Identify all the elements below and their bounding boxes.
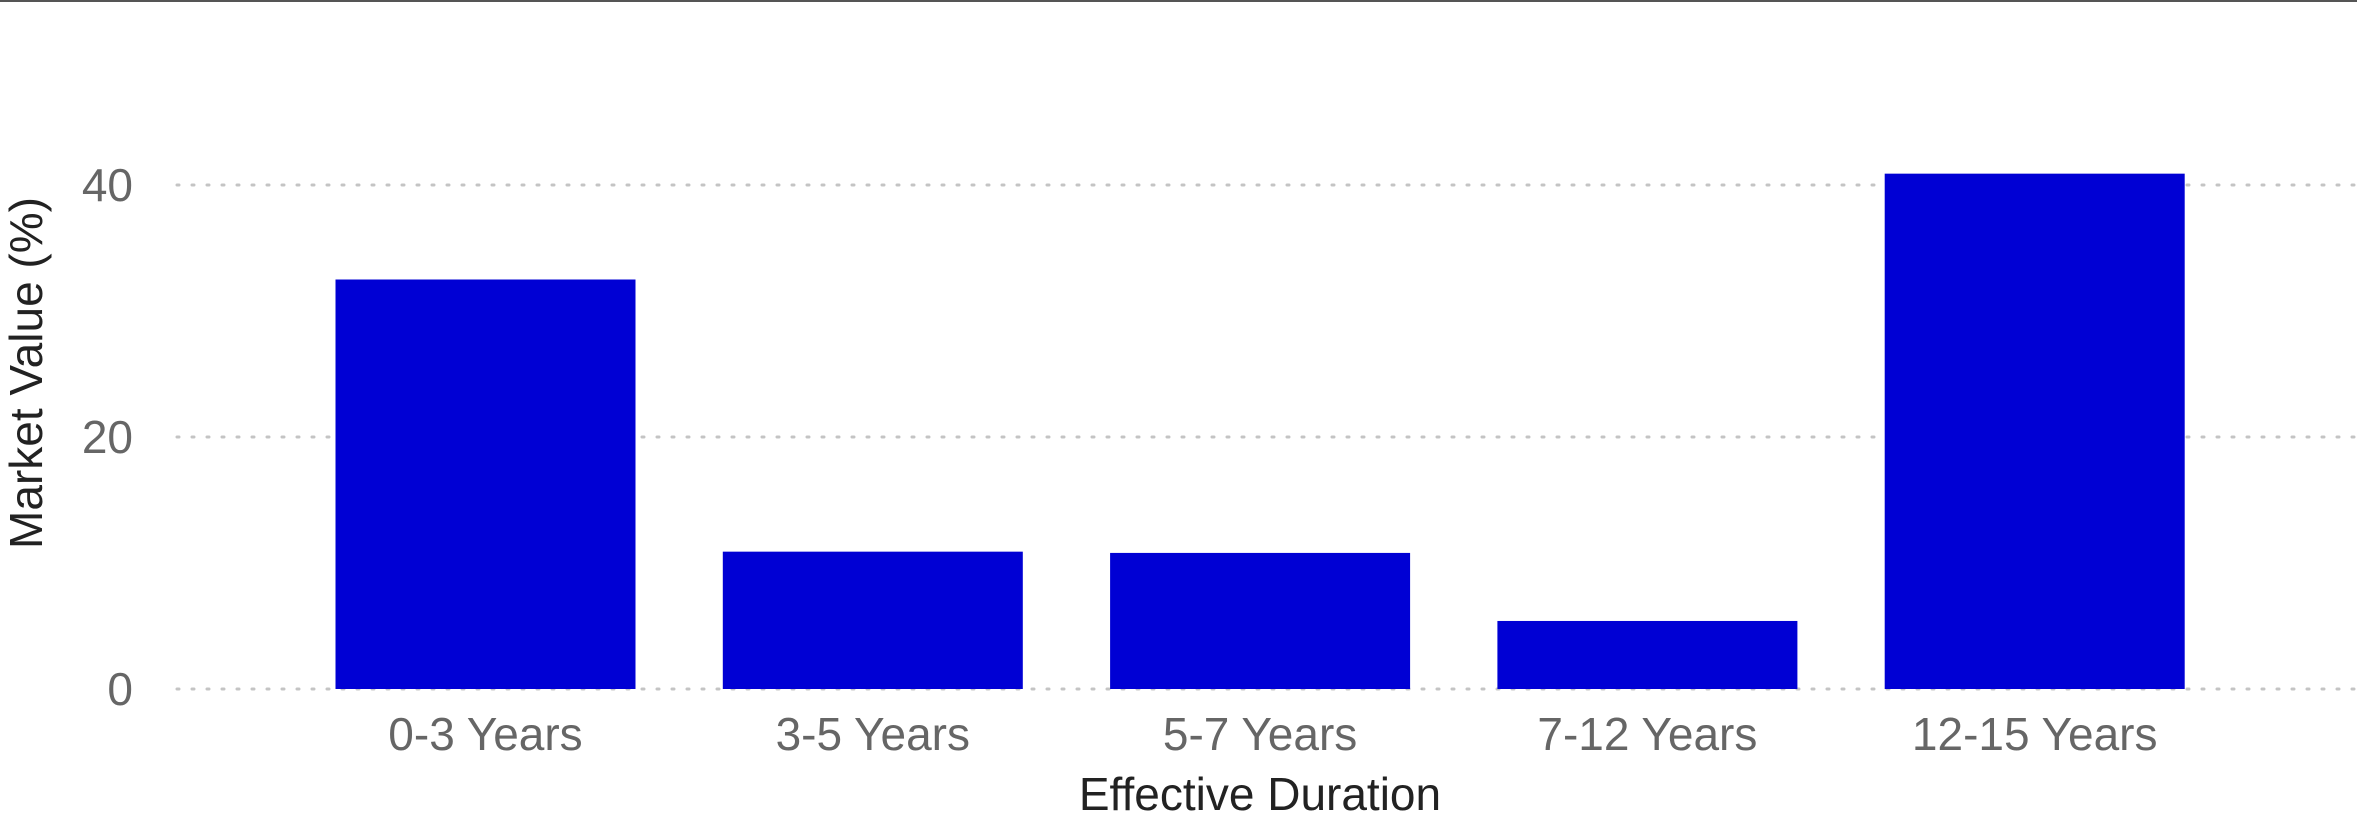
y-tick-label: 20 [82,411,133,463]
x-tick-label: 5-7 Years [1163,708,1357,760]
x-tick-label: 12-15 Years [1912,708,2158,760]
bar [335,279,636,689]
y-tick-labels: 0 20 40 [82,159,133,715]
bar [1497,620,1798,689]
x-tick-label: 3-5 Years [776,708,970,760]
y-tick-label: 40 [82,159,133,211]
x-tick-label: 0-3 Years [388,708,582,760]
x-axis-title: Effective Duration [1079,768,1441,819]
bar-series [335,173,2185,689]
x-tick-label: 7-12 Years [1537,708,1757,760]
y-tick-label: 0 [107,663,133,715]
bar [1884,173,2185,689]
bar [1110,552,1411,689]
y-axis-title: Market Value (%) [0,197,52,549]
x-tick-labels: 0-3 Years 3-5 Years 5-7 Years 7-12 Years 12-… [388,708,2157,760]
bar [722,551,1023,689]
